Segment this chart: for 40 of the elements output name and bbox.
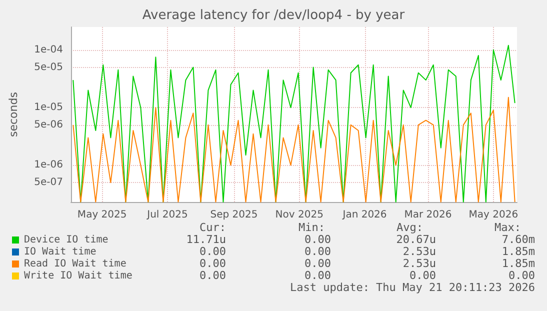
text: 0.00	[508, 269, 536, 282]
text: 0.00	[410, 269, 436, 282]
text: 1.85m	[502, 245, 536, 258]
text: Min:	[298, 221, 326, 234]
text: Avg:	[396, 221, 424, 234]
legend-label: Device IO time	[24, 234, 108, 246]
x-tick-label: Nov 2025	[275, 210, 324, 220]
x-tick-label: May 2026	[468, 210, 518, 220]
legend-label: IO Wait time	[24, 246, 96, 258]
text: 0.00	[200, 257, 226, 270]
y-tick-label: 5e-05	[34, 62, 63, 73]
text: 2.53u	[402, 245, 436, 258]
text: 11.71u	[186, 233, 226, 246]
text: 1.85m	[502, 257, 536, 270]
text: Cur:	[200, 221, 226, 234]
text: 0.00	[304, 233, 332, 246]
y-tick-label: 1e-04	[34, 44, 63, 56]
legend-label: Read IO Wait time	[24, 258, 126, 270]
x-tick-label: May 2025	[77, 210, 127, 220]
chart-title: Average latency for /dev/loop4 - by year	[142, 8, 406, 23]
text: 0.00	[304, 257, 332, 270]
text: 0.00	[200, 245, 226, 258]
y-tick-label: 5e-07	[34, 177, 63, 188]
text: 2.53u	[402, 257, 436, 270]
y-axis-title: seconds	[7, 92, 20, 137]
y-tick-label: 5e-06	[34, 119, 63, 130]
x-tick-label: Mar 2026	[404, 210, 452, 220]
text: 0.00	[304, 269, 332, 282]
text: Max:	[494, 221, 522, 234]
y-tick-label: 1e-06	[34, 160, 63, 171]
legend-label: Write IO Wait time	[24, 270, 132, 282]
text: 0.00	[304, 245, 332, 258]
text: 0.00	[200, 269, 226, 282]
text: 7.60m	[502, 233, 536, 246]
text: 20.67u	[396, 233, 436, 246]
y-tick-label: 1e-05	[34, 102, 63, 114]
x-tick-label: Jan 2026	[342, 210, 387, 220]
text: Last update: Thu May 21 20:11:23 2026	[290, 281, 536, 294]
x-tick-label: Sep 2025	[210, 210, 258, 220]
x-tick-label: Jul 2025	[146, 210, 188, 220]
